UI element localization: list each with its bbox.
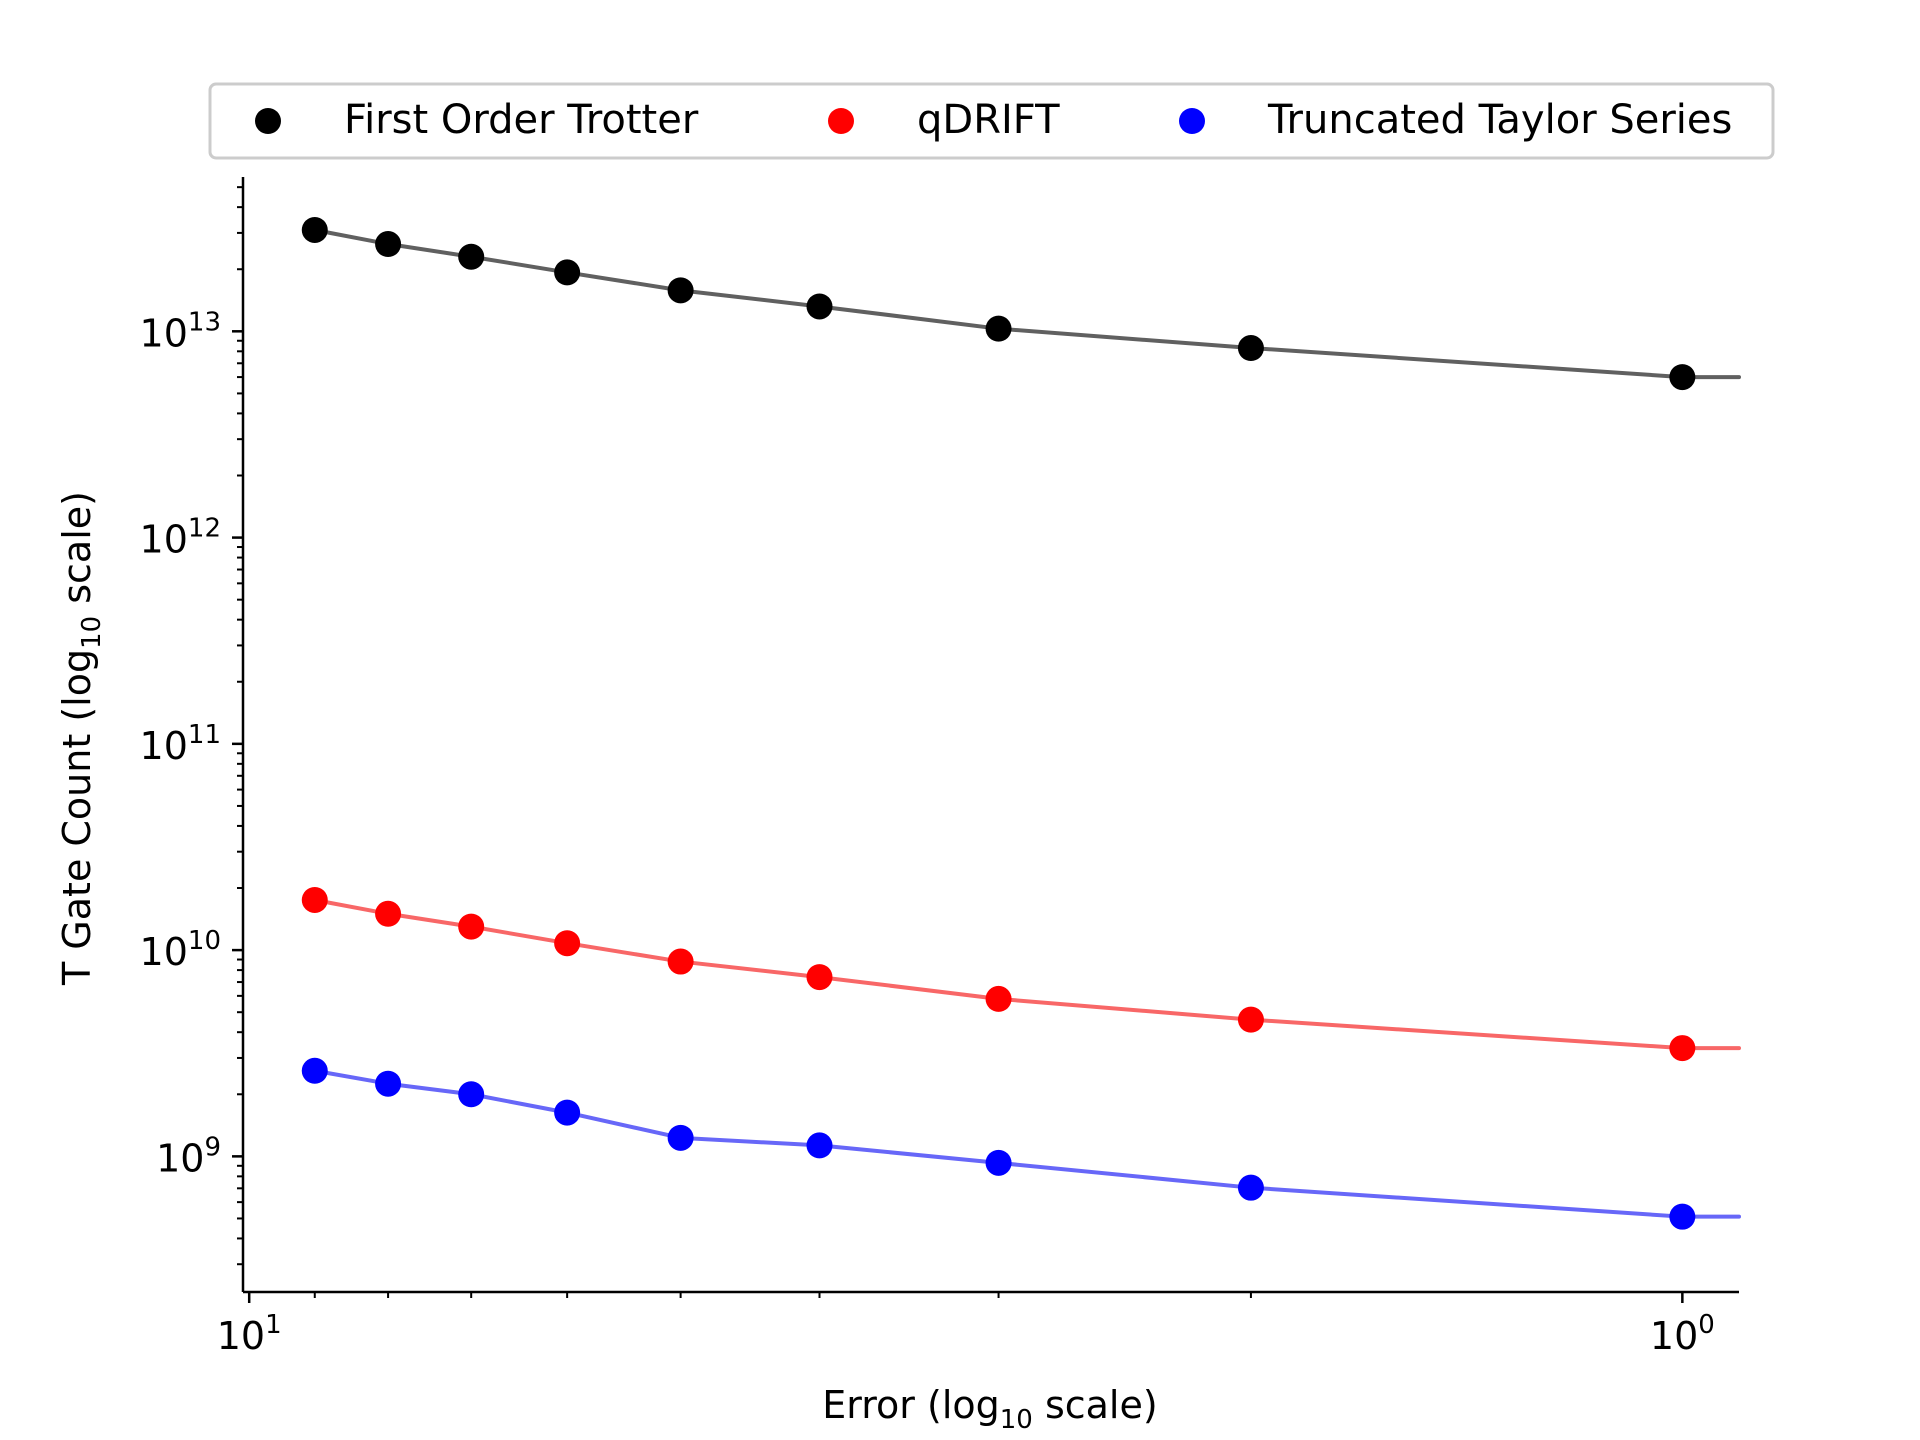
y-tick-label: 1013 [140, 307, 221, 355]
x-axis-label: Error (log10 scale) [822, 1383, 1157, 1435]
series-layer [301, 216, 1741, 1230]
series-line-first-order-trotter [312, 227, 1741, 380]
y-tick-label: 109 [156, 1132, 221, 1180]
data-point-truncated-taylor-series [1237, 1174, 1264, 1201]
y-tick-label: 1010 [140, 926, 221, 974]
data-point-qdrift [985, 985, 1012, 1012]
x-tick-label: 101 [217, 1310, 282, 1358]
y-tick-label: 1012 [140, 514, 221, 562]
data-point-first-order-trotter [1669, 364, 1696, 391]
legend-frame [208, 82, 1775, 160]
data-point-truncated-taylor-series [806, 1132, 833, 1159]
legend-marker-truncated-taylor-series [1179, 108, 1205, 134]
series-line-qdrift [312, 897, 1741, 1051]
legend-label-qdrift: qDRIFT [917, 97, 1060, 143]
data-point-qdrift [1237, 1006, 1264, 1033]
data-point-first-order-trotter [806, 293, 833, 320]
data-point-first-order-trotter [985, 315, 1012, 342]
legend-marker-first-order-trotter [255, 108, 281, 134]
data-point-qdrift [301, 886, 328, 913]
data-point-truncated-taylor-series [1669, 1203, 1696, 1230]
x-tick-label: 100 [1650, 1310, 1715, 1358]
data-point-qdrift [806, 964, 833, 991]
legend-label-truncated-taylor-series: Truncated Taylor Series [1267, 97, 1732, 143]
data-point-first-order-trotter [301, 216, 328, 243]
series-line-truncated-taylor-series [312, 1068, 1741, 1219]
data-point-qdrift [667, 948, 694, 975]
y-tick-label: 1011 [140, 720, 221, 768]
data-point-truncated-taylor-series [554, 1099, 581, 1126]
legend: First Order Trotter qDRIFT Truncated Tay… [208, 82, 1775, 160]
legend-marker-qdrift [828, 108, 854, 134]
data-point-first-order-trotter [458, 243, 485, 270]
data-point-qdrift [375, 900, 402, 927]
data-point-truncated-taylor-series [667, 1124, 694, 1151]
data-point-first-order-trotter [667, 277, 694, 304]
axes-layer: 109 1010 1011 1012 1013 101 100 [140, 177, 1739, 1358]
data-point-qdrift [1669, 1035, 1696, 1062]
data-point-qdrift [458, 913, 485, 940]
data-point-truncated-taylor-series [985, 1149, 1012, 1176]
data-point-first-order-trotter [1237, 335, 1264, 362]
data-point-truncated-taylor-series [375, 1070, 402, 1097]
data-point-truncated-taylor-series [301, 1057, 328, 1084]
y-axis-label: T Gate Count (log10 scale) [55, 491, 107, 986]
legend-label-first-order-trotter: First Order Trotter [344, 97, 699, 143]
data-point-first-order-trotter [554, 259, 581, 286]
data-point-first-order-trotter [375, 231, 402, 258]
data-point-qdrift [554, 930, 581, 957]
data-point-truncated-taylor-series [458, 1081, 485, 1108]
